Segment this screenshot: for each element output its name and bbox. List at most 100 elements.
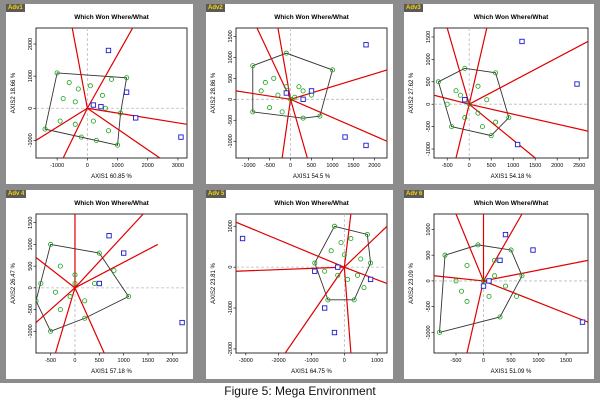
genotype-point (267, 105, 273, 111)
chart-svg: Which Won Where/What -500 0 500 1000 1500 2000… (409, 14, 589, 180)
plot-area (434, 28, 588, 158)
environment-point (579, 319, 586, 325)
x-tick-label: 2000 (551, 163, 563, 169)
environment-point (342, 134, 348, 140)
sector-ray (236, 221, 345, 268)
genotype-point (87, 83, 93, 89)
genotype-point (503, 283, 509, 289)
y-tick-label: 500 (28, 262, 34, 271)
figure-board: Adv1 Which Won Where/What -1000 0 1000 2000 30… (0, 0, 600, 383)
plot-area (434, 214, 588, 353)
convex-hull-polygon (44, 72, 128, 146)
x-tick-label: 1000 (532, 358, 544, 364)
y-tick-label: 0 (28, 286, 34, 289)
x-tick-label: 1000 (326, 163, 338, 169)
x-tick-label: 1000 (111, 163, 123, 169)
genotype-point (118, 110, 124, 116)
genotype-point (475, 110, 481, 116)
sector-ray (455, 104, 470, 158)
x-tick-label: 0 (86, 163, 89, 169)
x-tick-label: 500 (487, 163, 496, 169)
genotype-point (124, 75, 130, 81)
genotype-point (309, 92, 315, 98)
sector-ray (469, 103, 588, 132)
genotype-point (292, 94, 298, 100)
sector-ray (277, 28, 292, 100)
environment-point (519, 38, 525, 45)
panel-tag: Adv2 (206, 4, 225, 12)
sector-ray (71, 28, 88, 109)
genotype-point (492, 273, 498, 279)
y-tick-label: 1000 (28, 70, 34, 82)
plot-frame (35, 213, 188, 354)
genotype-point (457, 92, 463, 98)
y-tick-label: -1000 (28, 133, 34, 147)
genotype-point (317, 113, 323, 119)
environment-point (133, 115, 139, 121)
y-tick-label: 1500 (426, 31, 432, 43)
genotype-point (109, 76, 115, 82)
genotype-point (93, 137, 99, 143)
sector-ray (74, 287, 105, 353)
y-axis-label: AXIS2 26.47 % (11, 262, 17, 303)
x-tick-label: 2500 (573, 163, 585, 169)
sector-ray (343, 225, 387, 268)
plot-area (236, 28, 387, 158)
genotype-point (329, 67, 335, 73)
x-tick-label: 1500 (347, 163, 359, 169)
sector-ray (482, 214, 523, 282)
genotype-point (36, 298, 39, 304)
genotype-point (111, 267, 117, 273)
genotype-point (38, 281, 44, 287)
environment-point (363, 142, 369, 149)
chart-title: Which Won Where/What (74, 14, 149, 21)
genotype-point (57, 118, 63, 124)
y-tick-label: -2000 (228, 342, 234, 356)
genotype-point (486, 293, 492, 299)
convex-hull-polygon (437, 67, 510, 137)
genotype-point (99, 92, 105, 98)
x-tick-label: 1000 (507, 163, 519, 169)
x-axis-label: AXIS1 54.18 % (491, 174, 532, 180)
chart-panel: Adv 5 Which Won Where/What -3000 -2000 -1000… (206, 190, 393, 379)
genotype-point (283, 50, 289, 56)
genotype-point (262, 80, 268, 86)
y-tick-label: -500 (426, 301, 432, 312)
x-tick-label: -1000 (304, 358, 318, 364)
genotype-point (72, 99, 78, 105)
sector-ray (284, 266, 345, 353)
genotype-point (453, 278, 459, 284)
sector-ray (281, 99, 292, 158)
y-tick-label: -1000 (426, 325, 432, 339)
genotype-point (322, 268, 328, 274)
genotype-point (444, 101, 450, 107)
sector-ray (36, 256, 76, 289)
x-tick-label: -3000 (239, 358, 253, 364)
x-axis-label: AXIS1 57.18 % (91, 369, 132, 375)
genotype-point (475, 83, 481, 89)
environment-point (530, 247, 536, 253)
genotype-point (57, 307, 63, 313)
plot-area (36, 214, 187, 353)
genotype-point (354, 272, 360, 278)
x-tick-label: 1000 (371, 358, 383, 364)
genotype-point (475, 242, 481, 248)
x-tick-label: 1000 (118, 358, 130, 364)
genotype-point (72, 121, 78, 127)
genotype-point (506, 115, 512, 121)
x-tick-label: -500 (45, 358, 56, 364)
sector-ray (290, 98, 387, 142)
convex-hull-polygon (36, 243, 130, 332)
environment-point (574, 81, 580, 87)
x-tick-label: 2000 (142, 163, 154, 169)
chart-title: Which Won Where/What (474, 200, 549, 207)
genotype-point (105, 128, 111, 134)
genotype-point (96, 250, 102, 256)
genotype-point (91, 281, 97, 287)
genotype-point (42, 126, 48, 132)
sector-ray (483, 280, 588, 323)
x-tick-label: 1500 (560, 358, 572, 364)
genotype-point (492, 257, 498, 263)
environment-point (331, 329, 338, 336)
y-tick-label: -1000 (426, 142, 432, 156)
